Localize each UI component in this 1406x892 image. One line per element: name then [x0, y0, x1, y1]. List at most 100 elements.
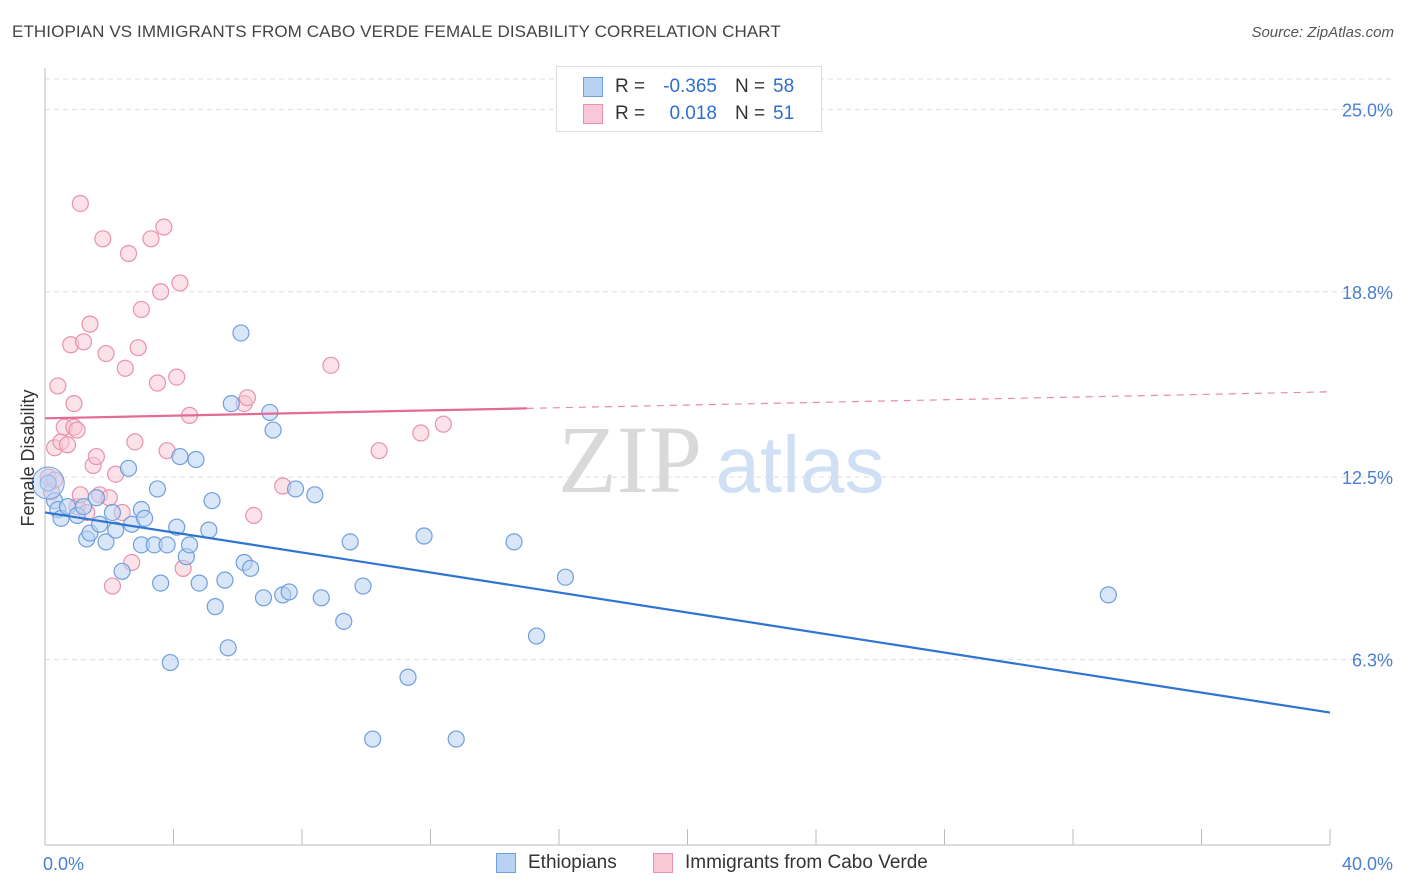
data-point — [232, 324, 250, 342]
legend-n-label: N = — [735, 103, 766, 124]
data-point — [168, 518, 186, 536]
data-point — [245, 506, 263, 525]
data-point — [238, 389, 256, 407]
source-label: Source: ZipAtlas.com — [1251, 24, 1394, 41]
data-point — [171, 447, 189, 466]
data-point — [190, 574, 208, 592]
trend-line-cabo-verde — [44, 407, 527, 420]
series-legend: Ethiopians Immigrants from Cabo Verde — [0, 852, 1406, 878]
legend-row-ethiopians: R = -0.365 N = 58 — [583, 75, 794, 99]
data-point — [399, 668, 417, 686]
data-point — [148, 374, 167, 392]
data-point — [412, 424, 430, 442]
data-point — [171, 274, 189, 292]
y-axis-label: Female Disability — [18, 389, 38, 526]
data-point — [254, 589, 273, 607]
data-point — [74, 497, 93, 516]
data-point — [103, 503, 122, 522]
data-point — [216, 571, 234, 589]
data-point — [322, 356, 340, 374]
data-point — [49, 377, 67, 395]
data-point — [341, 533, 359, 551]
data-point — [335, 612, 353, 630]
data-point — [129, 339, 147, 357]
data-point — [65, 394, 83, 413]
ethiopian-points — [31, 324, 1117, 748]
data-point — [180, 536, 199, 554]
trend-lines — [44, 391, 1331, 714]
series-swatch-blue — [496, 853, 516, 873]
data-point — [556, 568, 575, 586]
data-point — [415, 527, 433, 545]
data-point — [306, 486, 324, 504]
legend-r-value: 0.018 — [669, 103, 717, 124]
data-point — [152, 574, 170, 592]
legend-n-value: 58 — [773, 76, 795, 97]
y-tick-label: 12.5% — [1342, 468, 1393, 488]
axes — [44, 68, 1331, 846]
data-point — [132, 300, 150, 319]
data-point — [158, 536, 176, 554]
data-point — [1099, 586, 1117, 604]
cabo-verde-points — [39, 194, 452, 595]
data-point — [434, 415, 452, 433]
data-point — [206, 598, 224, 616]
data-point-large — [31, 466, 65, 500]
data-point — [370, 442, 388, 460]
data-point — [219, 639, 237, 657]
data-point — [103, 577, 122, 595]
data-point — [152, 283, 170, 301]
data-point — [242, 559, 260, 577]
y-tick-label: 25.0% — [1342, 100, 1393, 120]
legend-n-label: N = — [735, 76, 766, 97]
correlation-legend: R = -0.365 N = 58 R = 0.018 N = 51 — [556, 66, 822, 132]
data-point — [264, 421, 282, 439]
data-point — [119, 244, 138, 263]
tick-labels: 6.3% 12.5% 18.8% 25.0% 0.0% 40.0% — [43, 100, 1393, 874]
data-point — [312, 589, 330, 607]
data-point — [116, 359, 134, 377]
data-point — [71, 194, 89, 213]
data-point — [187, 450, 205, 469]
data-point — [87, 447, 106, 466]
data-point — [168, 368, 186, 386]
legend-n-value: 51 — [773, 103, 795, 124]
series-legend-ethiopians: Ethiopians — [496, 852, 617, 874]
x-tick-label: 0.0% — [43, 854, 84, 874]
data-point — [107, 521, 125, 539]
data-point — [58, 436, 77, 454]
data-point — [142, 230, 160, 248]
data-point — [81, 315, 99, 333]
legend-r-label: R = — [615, 103, 646, 124]
data-point — [135, 509, 154, 527]
data-point — [447, 730, 465, 748]
x-tick-label: 40.0% — [1342, 854, 1393, 874]
data-point — [97, 533, 115, 551]
data-point — [161, 653, 179, 672]
legend-r-value: -0.365 — [663, 76, 717, 97]
legend-row-cabo-verde: R = 0.018 N = 51 — [583, 102, 794, 126]
data-point — [527, 627, 546, 645]
series-label-ethiopians: Ethiopians — [528, 852, 617, 873]
legend-swatch-pink — [583, 104, 603, 124]
series-legend-cabo-verde: Immigrants from Cabo Verde — [653, 852, 928, 874]
data-point — [505, 533, 523, 551]
data-point — [280, 583, 298, 601]
data-point — [68, 421, 86, 439]
data-point — [119, 459, 138, 477]
series-swatch-pink — [653, 853, 673, 873]
y-tick-label: 6.3% — [1352, 651, 1393, 671]
watermark-atlas: atlas — [716, 420, 885, 509]
data-point — [148, 480, 167, 498]
data-point — [364, 730, 382, 748]
watermark-zip: ZIP — [558, 406, 702, 513]
data-point — [286, 480, 305, 498]
data-point — [354, 577, 372, 595]
data-point — [94, 230, 112, 248]
data-point — [113, 562, 131, 580]
data-point — [200, 521, 218, 539]
legend-swatch-blue — [583, 77, 603, 97]
data-point — [91, 515, 109, 533]
data-point — [261, 403, 279, 422]
